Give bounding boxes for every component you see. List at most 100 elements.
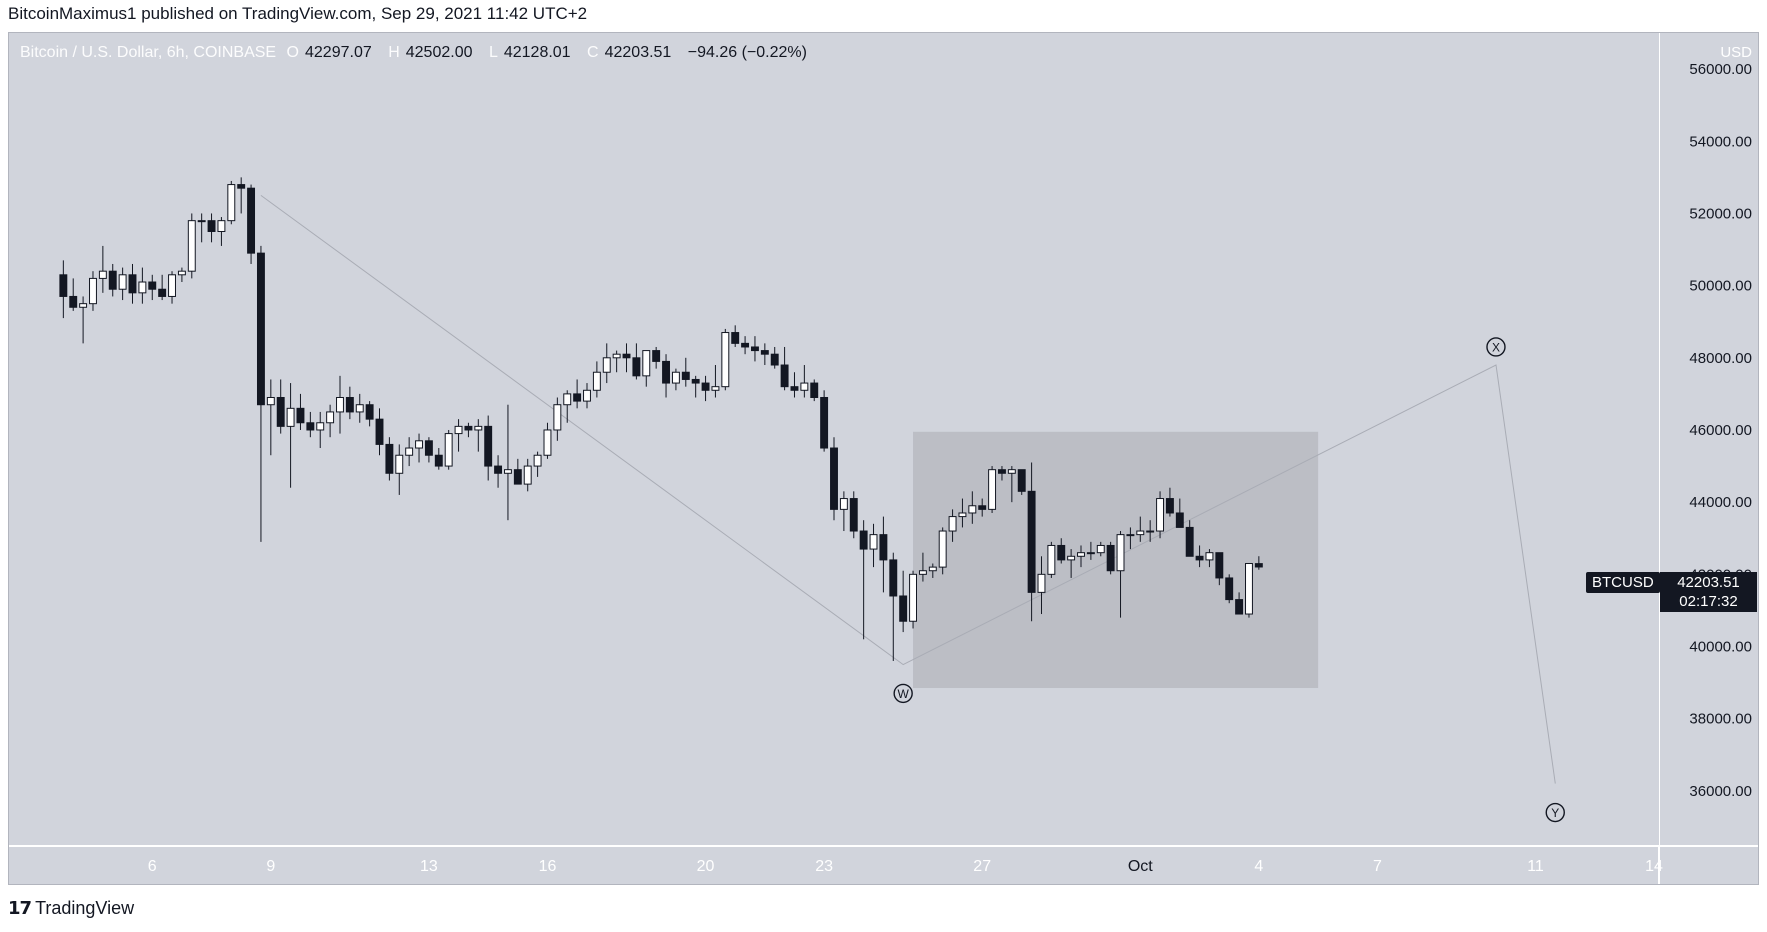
candle bbox=[849, 491, 858, 539]
candle-body-down bbox=[1195, 555, 1204, 561]
candle bbox=[434, 448, 443, 470]
candle-body-up bbox=[1077, 552, 1085, 557]
price-tick-label: 44000.00 bbox=[1689, 494, 1752, 511]
candle bbox=[1225, 574, 1234, 604]
legend-change: −94.26 (−0.22%) bbox=[687, 44, 807, 61]
wave-label-text: X bbox=[1492, 340, 1500, 354]
candle bbox=[1086, 541, 1095, 560]
candle bbox=[671, 368, 680, 391]
candle bbox=[1254, 556, 1263, 570]
candle bbox=[1136, 516, 1145, 542]
candle-body-down bbox=[1027, 490, 1036, 593]
candle bbox=[770, 346, 779, 369]
candle-body-down bbox=[1106, 544, 1115, 572]
candle bbox=[415, 433, 423, 463]
candle-body-up bbox=[869, 534, 878, 550]
currency-label[interactable]: USD bbox=[1720, 44, 1752, 61]
candle bbox=[741, 336, 750, 355]
candle-body-up bbox=[533, 454, 542, 467]
candle bbox=[780, 346, 789, 391]
bar-countdown: 02:17:32 bbox=[1679, 593, 1738, 610]
range-box bbox=[913, 431, 1319, 689]
candle-body-up bbox=[1245, 563, 1253, 615]
candle-body-down bbox=[622, 353, 631, 359]
candle bbox=[1195, 545, 1204, 568]
candle-body-down bbox=[770, 353, 779, 366]
candle-body-down bbox=[810, 382, 819, 398]
candle-body-up bbox=[454, 425, 463, 435]
candle bbox=[444, 429, 453, 470]
candle bbox=[237, 177, 246, 214]
candle-body-up bbox=[938, 530, 947, 568]
candle bbox=[652, 346, 661, 369]
candle bbox=[1017, 469, 1026, 495]
candle-body-up bbox=[583, 389, 591, 402]
candle-body-up bbox=[602, 357, 611, 373]
candle bbox=[1077, 545, 1085, 568]
candle-body-down bbox=[889, 559, 898, 597]
time-axis[interactable] bbox=[9, 846, 1658, 884]
tradingview-logo[interactable]: 𝟭𝟳 TradingView bbox=[8, 898, 134, 919]
candle-body-up bbox=[98, 270, 107, 279]
candle bbox=[513, 458, 522, 485]
candle-body-down bbox=[128, 274, 137, 294]
time-tick-label: 23 bbox=[815, 858, 833, 875]
candle-body-down bbox=[247, 187, 256, 254]
candle bbox=[909, 570, 918, 629]
candle bbox=[454, 419, 463, 452]
candle bbox=[592, 361, 601, 398]
candle bbox=[830, 437, 838, 521]
candle-body-down bbox=[790, 386, 799, 391]
candle bbox=[691, 375, 700, 398]
wave-label-y: Y bbox=[1545, 802, 1565, 823]
candle bbox=[365, 401, 374, 427]
candle-body-up bbox=[968, 505, 977, 514]
candle bbox=[345, 386, 354, 420]
candle bbox=[1116, 531, 1125, 618]
candle-body-down bbox=[978, 505, 987, 510]
candle-body-down bbox=[662, 360, 670, 384]
candle-body-up bbox=[1156, 498, 1165, 532]
candle-body-up bbox=[1096, 544, 1105, 554]
candle bbox=[395, 444, 404, 495]
time-tick-label: 27 bbox=[973, 858, 991, 875]
candle bbox=[1146, 520, 1155, 542]
candle bbox=[1175, 498, 1184, 528]
candle bbox=[899, 570, 908, 633]
candle bbox=[355, 393, 364, 423]
candle bbox=[326, 404, 335, 438]
candle bbox=[138, 267, 147, 304]
candle-body-up bbox=[415, 440, 423, 449]
candle bbox=[108, 263, 117, 297]
price-tick-label: 50000.00 bbox=[1689, 278, 1752, 295]
candle-body-down bbox=[820, 396, 829, 449]
wave-label-circle bbox=[1545, 802, 1565, 823]
candle-body-up bbox=[1007, 469, 1016, 474]
candle bbox=[1185, 520, 1194, 557]
candle-body-down bbox=[691, 378, 700, 384]
wave-label-w: W bbox=[893, 683, 913, 704]
candle-body-up bbox=[721, 332, 730, 388]
candle-body-down bbox=[632, 357, 641, 377]
candle-body-down bbox=[849, 498, 858, 532]
candle bbox=[286, 383, 295, 488]
candle-body-up bbox=[217, 220, 226, 232]
time-tick-label: 6 bbox=[148, 858, 157, 875]
candle-body-down bbox=[513, 469, 522, 485]
candle-body-down bbox=[701, 382, 710, 391]
price-axis[interactable] bbox=[1659, 33, 1758, 845]
candle-body-up bbox=[405, 447, 414, 456]
candle-body-down bbox=[69, 295, 78, 308]
candle bbox=[336, 375, 344, 434]
time-tick-label: 7 bbox=[1373, 858, 1382, 875]
candle-body-down bbox=[681, 371, 690, 380]
candle-body-down bbox=[1254, 563, 1263, 568]
candle bbox=[1047, 541, 1056, 578]
wave-labels-layer: W X Y bbox=[893, 337, 1565, 823]
candle-body-up bbox=[177, 270, 186, 276]
candle bbox=[177, 267, 186, 283]
tradingview-logo-icon: 𝟭𝟳 bbox=[8, 898, 32, 918]
candle bbox=[187, 213, 196, 279]
candle bbox=[1245, 563, 1253, 618]
